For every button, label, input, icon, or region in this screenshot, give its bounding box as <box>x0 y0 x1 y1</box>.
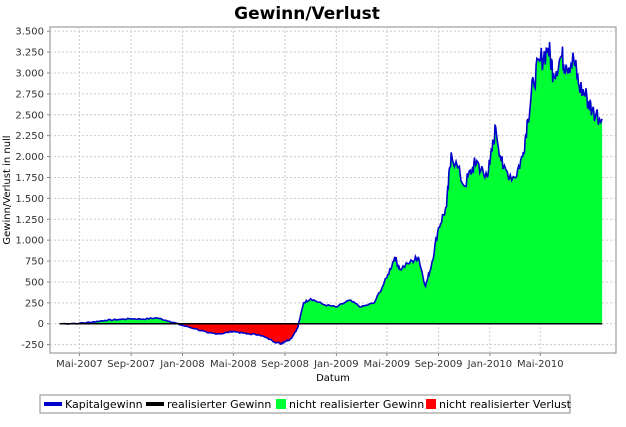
legend-label: nicht realisierter Verlust <box>439 398 572 411</box>
legend-swatch <box>146 402 164 406</box>
y-tick-label: 1.250 <box>15 215 44 226</box>
y-tick-label: 1.750 <box>15 173 44 184</box>
legend: Kapitalgewinn realisierter Gewinn nicht re… <box>44 398 572 411</box>
y-axis-ticks: -250 0 250 500 750 1.000 1.250 1.500 1.750 2.000 2… <box>15 27 50 351</box>
x-tick-label: Sep-2008 <box>261 359 309 370</box>
y-tick-label: 2.250 <box>15 131 44 142</box>
legend-label: Kapitalgewinn <box>65 398 143 411</box>
y-tick-label: 1.000 <box>15 236 44 247</box>
legend-label: realisierter Gewinn <box>167 398 271 411</box>
legend-swatch <box>276 399 286 409</box>
y-axis-label: Gewinn/Verlust in null <box>2 135 13 244</box>
x-axis-ticks: Mai-2007 Sep-2007 Jan-2008 Mai-2008 Sep-2008… <box>56 353 564 370</box>
x-tick-label: Sep-2009 <box>415 359 463 370</box>
series-lines <box>59 42 603 346</box>
x-tick-label: Mai-2010 <box>517 359 564 370</box>
legend-swatch <box>426 399 436 409</box>
x-tick-label: Mai-2009 <box>364 359 411 370</box>
x-tick-label: Mai-2007 <box>56 359 103 370</box>
y-tick-label: 3.500 <box>15 27 44 38</box>
y-tick-label: 2.000 <box>15 152 44 163</box>
legend-box <box>39 394 571 414</box>
kapitalgewinn-line <box>59 42 603 346</box>
y-tick-label: 2.750 <box>15 89 44 100</box>
unrealized-gain-area <box>298 42 603 324</box>
y-tick-label: 1.500 <box>15 194 44 205</box>
chart-title: Gewinn/Verlust <box>234 4 380 24</box>
legend-swatch <box>44 402 62 406</box>
y-tick-label: -250 <box>21 340 44 351</box>
x-tick-label: Mai-2008 <box>210 359 257 370</box>
y-tick-label: 2.500 <box>15 110 44 121</box>
y-tick-label: 3.000 <box>15 68 44 79</box>
x-axis-label: Datum <box>316 373 350 384</box>
legend-label: nicht realisierter Gewinn <box>289 398 424 411</box>
x-tick-label: Jan-2008 <box>159 359 204 370</box>
unrealized-gain-area <box>77 317 179 324</box>
x-tick-label: Jan-2009 <box>313 359 358 370</box>
x-tick-label: Jan-2010 <box>467 359 512 370</box>
y-tick-label: 500 <box>25 277 44 288</box>
x-tick-label: Sep-2007 <box>107 359 155 370</box>
y-tick-label: 0 <box>38 319 44 330</box>
y-tick-label: 3.250 <box>15 48 44 59</box>
y-tick-label: 750 <box>25 257 44 268</box>
y-tick-label: 250 <box>25 298 44 309</box>
